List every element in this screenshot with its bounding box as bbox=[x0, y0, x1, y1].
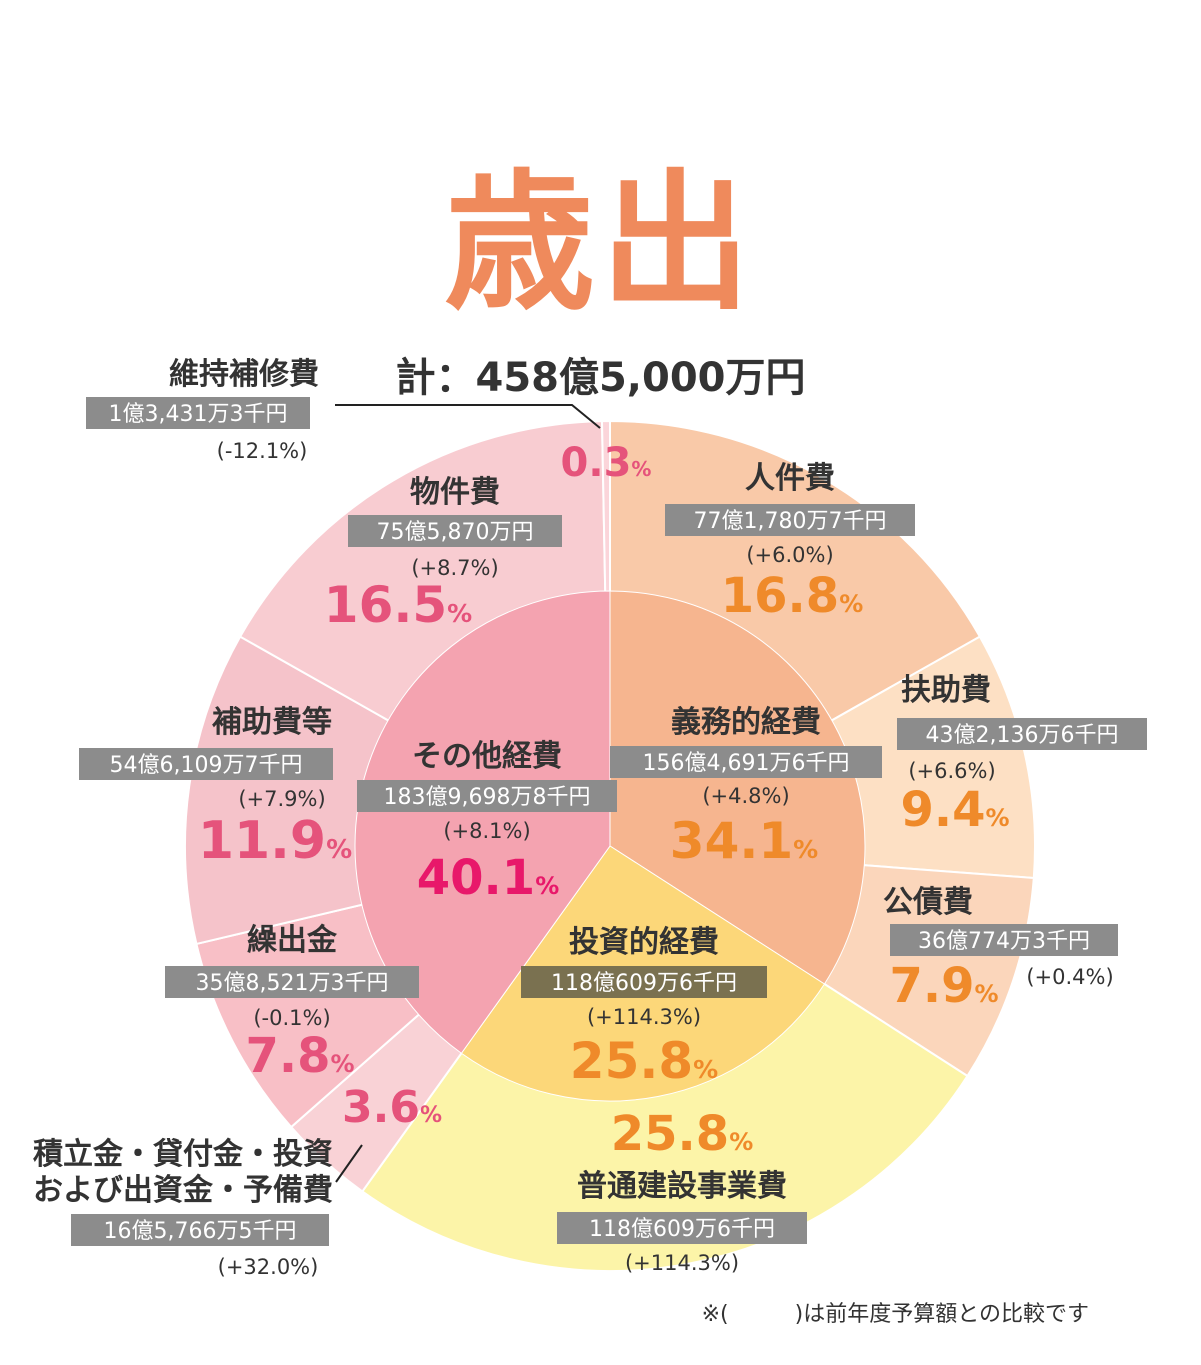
outer-amount-2: 36億774万3千円 bbox=[918, 929, 1090, 954]
outer-amount-7: 75億5,870万円 bbox=[377, 520, 534, 545]
inner-amount-0: 156億4,691万6千円 bbox=[643, 751, 850, 776]
outer-amount-5-bg bbox=[165, 966, 419, 998]
outer-name-3: 普通建設事業費 bbox=[577, 1169, 787, 1204]
outer-name-7: 物件費 bbox=[410, 475, 500, 510]
outer-amount-1: 43億2,136万6千円 bbox=[926, 723, 1119, 748]
inner-change-1: (+114.3%) bbox=[587, 1005, 701, 1029]
total-amount: 計：458億5,000万円 bbox=[395, 355, 806, 401]
outer-amount-1-bg bbox=[897, 718, 1147, 750]
inner-amount-1-bg bbox=[521, 966, 767, 998]
outer-name-6: 補助費等 bbox=[211, 705, 332, 740]
outer-change-3: (+114.3%) bbox=[625, 1251, 739, 1275]
outer-amount-7-bg bbox=[348, 515, 562, 547]
outer-amount-3: 118億609万6千円 bbox=[589, 1217, 775, 1242]
inner-slice-0 bbox=[609, 590, 866, 985]
outer-percent-3: 25.8% bbox=[611, 1106, 753, 1162]
outer-name-5: 繰出金 bbox=[247, 923, 338, 958]
outer-name-4-line1: 積立金・貸付金・投資 bbox=[33, 1137, 333, 1172]
chart-labels: 人件費77億1,780万7千円(+6.0%)16.8%扶助費43億2,136万6… bbox=[33, 357, 1147, 1279]
outer-change-8: (-12.1%) bbox=[217, 439, 308, 463]
outer-amount-5: 35億8,521万3千円 bbox=[196, 971, 389, 996]
outer-change-4: (+32.0%) bbox=[218, 1255, 319, 1279]
outer-amount-6: 54億6,109万7千円 bbox=[110, 753, 303, 778]
inner-change-2: (+8.1%) bbox=[443, 819, 530, 843]
outer-change-1: (+6.6%) bbox=[908, 759, 995, 783]
outer-amount-4-bg bbox=[71, 1214, 329, 1246]
outer-change-6: (+7.9%) bbox=[238, 787, 325, 811]
outer-amount-4: 16億5,766万5千円 bbox=[104, 1219, 297, 1244]
inner-name-1: 投資的経費 bbox=[569, 925, 719, 960]
inner-amount-2-bg bbox=[357, 780, 617, 812]
outer-name-8: 維持補修費 bbox=[169, 357, 319, 392]
footnote: ※( )は前年度予算額との比較です bbox=[701, 1302, 1089, 1327]
outer-name-2: 公債費 bbox=[883, 885, 973, 920]
inner-amount-1: 118億609万6千円 bbox=[551, 971, 737, 996]
outer-change-0: (+6.0%) bbox=[746, 543, 833, 567]
inner-change-0: (+4.8%) bbox=[702, 784, 789, 808]
inner-name-0: 義務的経費 bbox=[671, 705, 821, 740]
outer-amount-0-bg bbox=[665, 504, 915, 536]
outer-amount-2-bg bbox=[890, 924, 1118, 956]
inner-amount-2: 183億9,698万8千円 bbox=[384, 785, 591, 810]
outer-amount-8: 1億3,431万3千円 bbox=[109, 402, 288, 427]
leader-lines bbox=[335, 404, 601, 1183]
outer-name-0: 人件費 bbox=[745, 461, 835, 496]
leader-line-reserves bbox=[335, 1144, 363, 1183]
outer-amount-8-bg bbox=[86, 397, 310, 429]
outer-change-2: (+0.4%) bbox=[1026, 965, 1113, 989]
inner-amount-0-bg bbox=[610, 746, 882, 778]
outer-percent-8: 0.3% bbox=[561, 440, 652, 486]
outer-name-1: 扶助費 bbox=[901, 673, 991, 708]
outer-amount-0: 77億1,780万7千円 bbox=[694, 509, 887, 534]
outer-amount-6-bg bbox=[79, 748, 333, 780]
outer-amount-3-bg bbox=[557, 1212, 807, 1244]
inner-name-2: その他経費 bbox=[412, 739, 562, 774]
outer-name-4-line2: および出資金・予備費 bbox=[33, 1173, 333, 1208]
outer-change-5: (-0.1%) bbox=[253, 1006, 330, 1030]
chart-title: 歳出 bbox=[444, 155, 757, 331]
leader-line-maintenance bbox=[335, 404, 601, 429]
outer-change-7: (+8.7%) bbox=[411, 556, 498, 580]
